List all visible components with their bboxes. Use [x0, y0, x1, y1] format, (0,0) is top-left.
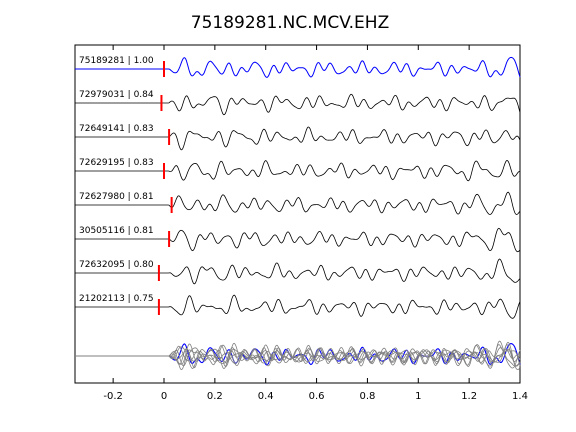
traces-layer: 75189281 | 1.00 72979031 | 0.84 72649141 |… — [75, 56, 521, 319]
trace-label: 72629195 | 0.83 — [79, 158, 154, 168]
chart-title: 75189281.NC.MCV.EHZ — [191, 13, 389, 33]
x-tick-label: 0.2 — [207, 391, 223, 402]
trace-waveform — [75, 160, 520, 182]
trace-label: 21202113 | 0.75 — [79, 294, 154, 304]
trace-label: 72632095 | 0.80 — [79, 260, 154, 270]
x-tick-label: 0.8 — [359, 391, 375, 402]
trace-waveform — [75, 258, 521, 285]
x-tick-label: 0 — [161, 391, 167, 402]
trace-label: 72649141 | 0.83 — [79, 124, 154, 134]
x-tick-label: 1.4 — [512, 391, 528, 402]
trace-label: 72979031 | 0.84 — [79, 90, 154, 100]
x-tick-label: 0.6 — [309, 391, 325, 402]
x-tick-label: -0.2 — [103, 391, 123, 402]
trace-waveform — [75, 191, 521, 215]
x-tick-label: 0.4 — [258, 391, 274, 402]
x-tick-label: 1 — [415, 391, 421, 402]
trace-label: 72627980 | 0.81 — [79, 192, 154, 202]
trace-waveform — [75, 93, 521, 116]
trace-waveform — [75, 227, 521, 253]
x-axis: -0.2 0 0.2 0.4 0.6 0.8 1 1.2 1.4 — [103, 45, 528, 402]
trace-waveform — [75, 56, 521, 78]
trace-waveform — [75, 294, 521, 319]
stack-trace — [75, 342, 521, 369]
stack-layer — [75, 340, 521, 371]
trace-waveform — [75, 126, 521, 151]
trace-label: 75189281 | 1.00 — [79, 56, 154, 66]
x-tick-label: 1.2 — [461, 391, 477, 402]
plot-frame — [74, 44, 521, 384]
trace-label: 30505116 | 0.81 — [79, 226, 154, 236]
